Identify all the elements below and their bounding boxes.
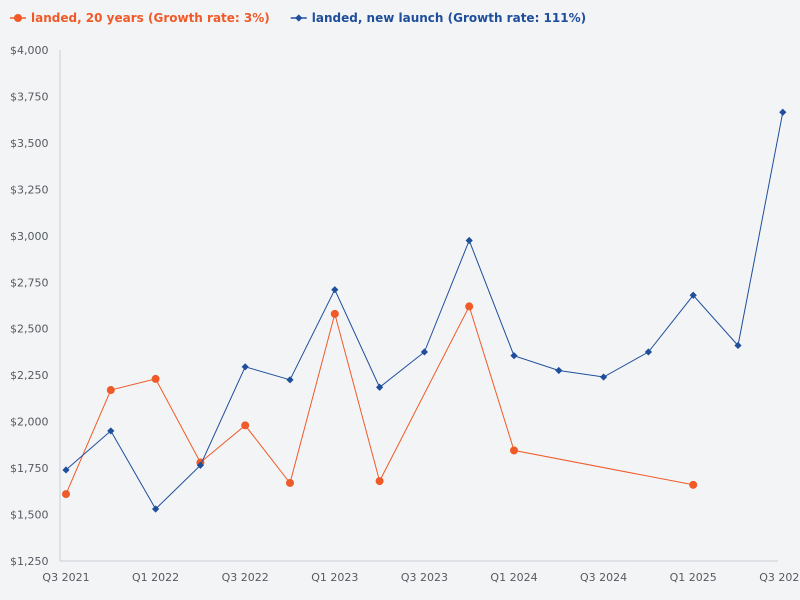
data-point[interactable] [286, 478, 294, 487]
x-tick-label: Q1 2023 [311, 571, 358, 584]
x-tick-label: Q1 2024 [490, 571, 537, 584]
legend: landed, 20 years (Growth rate: 3%) landed… [10, 11, 586, 25]
y-tick-label: $2,750 [10, 276, 49, 289]
data-point[interactable] [62, 466, 70, 474]
data-point[interactable] [510, 446, 518, 455]
series-line [65, 305, 694, 495]
y-tick-label: $1,750 [10, 462, 49, 475]
y-tick-label: $1,250 [10, 555, 49, 568]
data-point[interactable] [555, 366, 563, 375]
data-point[interactable] [600, 373, 608, 381]
data-point[interactable] [330, 309, 339, 318]
x-tick-label: Q1 2025 [670, 571, 717, 584]
axes: $1,250 $1,500 $1,750 $2,000 $2,250 $2,500 $2,7… [10, 44, 800, 584]
legend-marker-icon [295, 14, 303, 22]
data-point[interactable] [331, 286, 339, 294]
data-point[interactable] [152, 505, 160, 513]
x-tick-label: Q3 2025 [759, 571, 800, 584]
series-2 [62, 108, 787, 513]
x-tick-label: Q3 2023 [401, 571, 448, 584]
x-tick-label: Q3 2024 [580, 571, 627, 584]
data-point[interactable] [465, 302, 474, 311]
y-tick-label: $3,000 [10, 230, 49, 243]
data-point[interactable] [420, 348, 428, 356]
x-tick-label: Q1 2022 [132, 571, 179, 584]
data-point[interactable] [689, 291, 697, 299]
legend-marker-icon [14, 14, 22, 22]
data-point[interactable] [510, 352, 518, 360]
y-tick-label: $2,000 [10, 416, 49, 429]
data-point[interactable] [734, 341, 742, 350]
legend-label: landed, 20 years (Growth rate: 3%) [31, 11, 270, 25]
data-point[interactable] [106, 386, 115, 395]
data-point[interactable] [286, 376, 294, 384]
data-point[interactable] [107, 427, 115, 435]
data-point[interactable] [779, 108, 787, 116]
data-point[interactable] [62, 490, 70, 499]
y-tick-label: $2,250 [10, 369, 49, 382]
legend-item-1[interactable]: landed, 20 years (Growth rate: 3%) [10, 11, 270, 25]
data-point[interactable] [689, 480, 698, 489]
data-point[interactable] [375, 477, 384, 486]
data-point[interactable] [465, 236, 473, 245]
data-point[interactable] [376, 383, 384, 391]
data-point[interactable] [241, 421, 250, 430]
data-point[interactable] [196, 461, 204, 469]
series-line [65, 112, 784, 510]
series-group [62, 108, 787, 513]
data-point[interactable] [241, 363, 249, 371]
y-tick-label: $1,500 [10, 509, 49, 522]
data-point[interactable] [151, 374, 160, 383]
legend-label: landed, new launch (Growth rate: 111%) [312, 11, 586, 25]
y-tick-label: $2,500 [10, 323, 49, 336]
series-1 [62, 302, 698, 499]
y-tick-label: $4,000 [10, 44, 49, 57]
y-tick-label: $3,500 [10, 137, 49, 150]
data-point[interactable] [644, 348, 652, 356]
x-tick-label: Q3 2021 [42, 571, 89, 584]
y-tick-label: $3,250 [10, 183, 49, 196]
x-tick-label: Q3 2022 [222, 571, 269, 584]
y-tick-label: $3,750 [10, 90, 49, 103]
legend-item-2[interactable]: landed, new launch (Growth rate: 111%) [290, 11, 586, 25]
